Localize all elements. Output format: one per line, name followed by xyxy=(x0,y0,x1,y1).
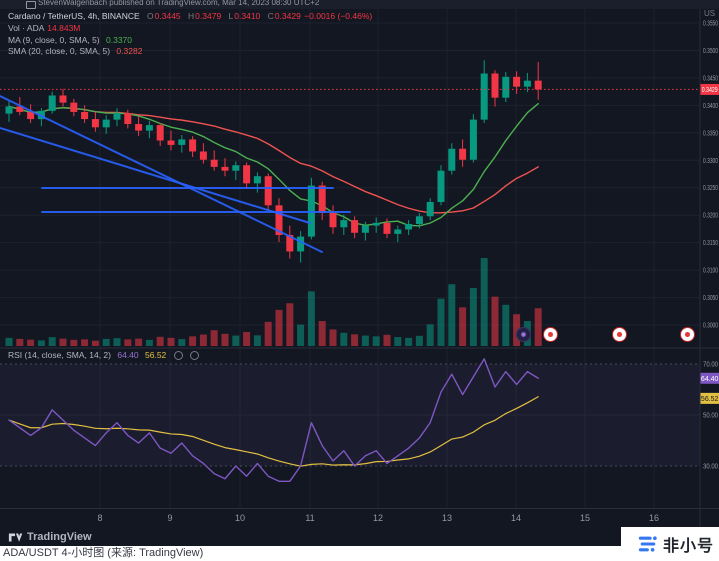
tradingview-attribution-bar[interactable]: TradingView xyxy=(0,528,719,546)
tradingview-label: TradingView xyxy=(27,531,92,543)
brand-name: 非小号 xyxy=(662,538,714,555)
volume-value: 14.843M xyxy=(47,23,81,33)
emoji-sticker-target[interactable] xyxy=(543,327,558,342)
price-scale-currency[interactable]: US xyxy=(704,9,716,18)
high-value: 0.3479 xyxy=(195,11,222,21)
low-label: L xyxy=(228,11,234,21)
svg-text:16: 16 xyxy=(649,513,659,523)
symbol-title: Cardano / TetherUS, 4h, BINANCE xyxy=(8,11,140,21)
sma-lines[interactable] xyxy=(8,102,539,227)
candles-layer[interactable] xyxy=(5,60,542,263)
rsi-lines[interactable] xyxy=(8,358,539,482)
symbol-legend[interactable]: Cardano / TetherUS, 4h, BINANCE O0.3445 … xyxy=(8,11,372,21)
time-axis[interactable]: 8 9 10 11 12 13 14 15 16 xyxy=(97,513,659,523)
rsi-label: RSI (14, close, SMA, 14, 2) xyxy=(8,350,111,360)
emoji-sticker-fireworks[interactable] xyxy=(516,327,531,342)
tradingview-logo-icon xyxy=(8,533,23,542)
rsi-ma-value: 56.52 xyxy=(145,350,167,360)
svg-text:0.3250: 0.3250 xyxy=(703,185,718,192)
ma9-value: 0.3370 xyxy=(106,35,133,45)
svg-text:0.3450: 0.3450 xyxy=(703,75,718,82)
svg-text:11: 11 xyxy=(305,513,314,523)
legend-circle-icon[interactable] xyxy=(173,351,183,361)
sma20-label: SMA (20, close, 0, SMA, 5) xyxy=(8,46,111,56)
svg-text:0.3550: 0.3550 xyxy=(703,20,718,27)
legend-circle-icon[interactable] xyxy=(190,351,200,361)
svg-text:10: 10 xyxy=(235,513,245,523)
high-label: H xyxy=(188,11,195,21)
svg-text:0.3100: 0.3100 xyxy=(703,268,718,275)
svg-text:8: 8 xyxy=(97,513,102,523)
svg-text:0.3000: 0.3000 xyxy=(703,323,718,330)
open-value: 0.3445 xyxy=(154,11,181,21)
camera-icon xyxy=(26,1,36,9)
rsi-value: 64.40 xyxy=(117,350,139,360)
publisher-bar: StevenWalgenbach published on TradingVie… xyxy=(0,0,719,9)
volume-legend[interactable]: Vol · ADA 14.843M xyxy=(8,23,80,33)
svg-text:15: 15 xyxy=(580,513,590,523)
volume-label: Vol · ADA xyxy=(8,23,44,33)
brand-panel: 非小号 xyxy=(621,527,719,561)
svg-text:0.3200: 0.3200 xyxy=(703,213,718,220)
svg-text:0.3150: 0.3150 xyxy=(703,240,718,247)
svg-text:56.52: 56.52 xyxy=(701,396,719,403)
close-value: 0.3429 xyxy=(274,11,301,21)
ma9-label: MA (9, close, 0, SMA, 5) xyxy=(8,35,100,45)
svg-text:50.00: 50.00 xyxy=(703,413,718,420)
svg-text:0.3400: 0.3400 xyxy=(703,103,718,110)
svg-text:64.40: 64.40 xyxy=(701,376,719,383)
price-chart-canvas[interactable]: 0.3550 0.3500 0.3450 0.3400 0.3350 0.3300 0.32… xyxy=(0,0,719,528)
svg-text:0.3050: 0.3050 xyxy=(703,295,718,302)
svg-text:9: 9 xyxy=(167,513,172,523)
svg-text:0.3300: 0.3300 xyxy=(703,158,718,165)
publisher-line: StevenWalgenbach published on TradingVie… xyxy=(38,0,320,7)
rsi-band xyxy=(0,363,700,467)
svg-text:13: 13 xyxy=(442,513,452,523)
chart-caption: ADA/USDT 4-小时图 (来源: TradingView) xyxy=(0,546,719,561)
price-axis[interactable]: 0.3550 0.3500 0.3450 0.3400 0.3350 0.3300 0.32… xyxy=(700,20,719,471)
rsi-legend[interactable]: RSI (14, close, SMA, 14, 2) 64.40 56.52 xyxy=(8,350,200,361)
change-value: −0.0016 (−0.46%) xyxy=(304,11,373,21)
sma20-value: 0.3282 xyxy=(116,46,143,56)
svg-text:0.3350: 0.3350 xyxy=(703,130,718,137)
svg-text:30.00: 30.00 xyxy=(703,464,718,471)
svg-text:12: 12 xyxy=(373,513,383,523)
sma20-legend[interactable]: SMA (20, close, 0, SMA, 5) 0.3282 xyxy=(8,46,142,56)
emoji-sticker-target[interactable] xyxy=(680,327,695,342)
close-label: C xyxy=(267,11,274,21)
svg-text:0.3500: 0.3500 xyxy=(703,48,718,55)
open-label: O xyxy=(147,11,154,21)
svg-text:70.00: 70.00 xyxy=(703,362,718,369)
grid-lines xyxy=(0,9,700,508)
low-value: 0.3410 xyxy=(234,11,261,21)
volume-bars xyxy=(5,258,542,346)
ma9-legend[interactable]: MA (9, close, 0, SMA, 5) 0.3370 xyxy=(8,35,132,45)
pane-separators xyxy=(0,0,719,528)
trendline-drawings[interactable] xyxy=(0,95,351,253)
svg-text:0.3429: 0.3429 xyxy=(702,87,718,94)
emoji-sticker-target[interactable] xyxy=(612,327,627,342)
svg-text:14: 14 xyxy=(511,513,521,523)
feixiaohao-logo-icon xyxy=(638,536,657,552)
